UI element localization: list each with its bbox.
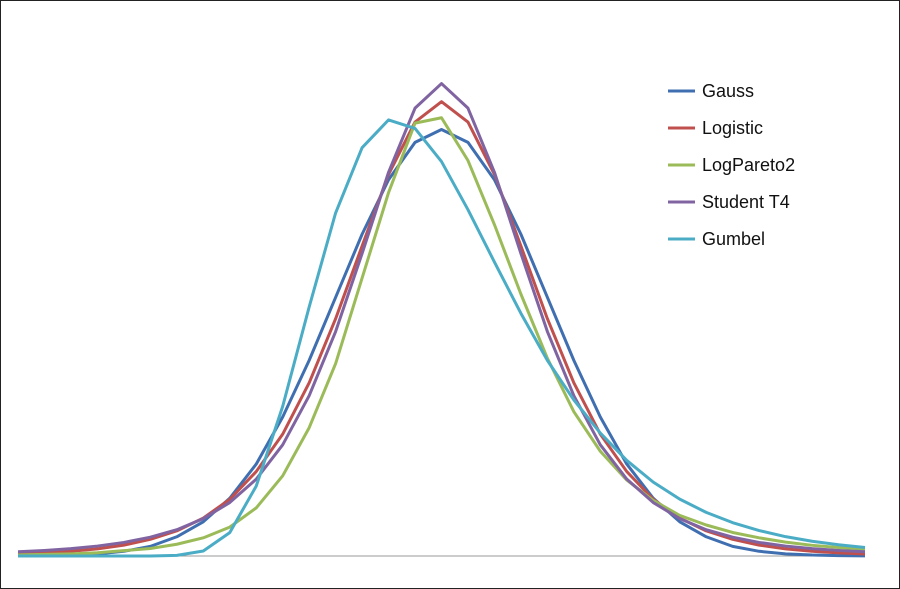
legend-label: Gauss [702,81,754,101]
legend-label: Gumbel [702,229,765,249]
legend-label: Student T4 [702,192,790,212]
series-line [17,116,866,557]
legend-label: Logistic [702,118,763,138]
series-line [17,82,866,554]
series-line [18,118,866,558]
legend-label: LogPareto2 [702,155,795,175]
series-line [17,128,866,558]
series-line [17,100,866,556]
